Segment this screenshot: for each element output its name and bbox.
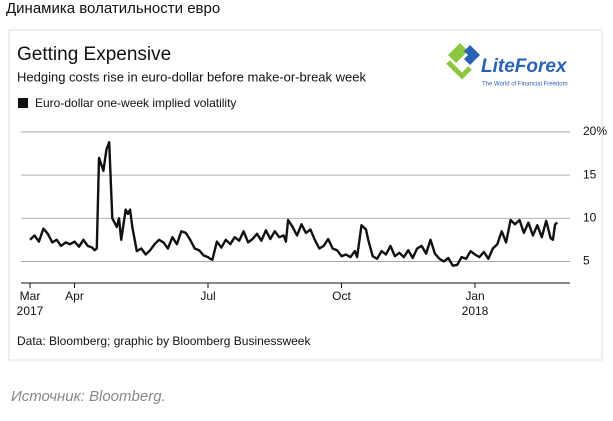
y-tick-label: 5 bbox=[583, 254, 590, 268]
chart-subtitle: Hedging costs rise in euro-dollar before… bbox=[17, 69, 366, 84]
y-tick-label: 15 bbox=[583, 167, 597, 181]
x-tick-label: Apr bbox=[65, 289, 84, 303]
source-note: Data: Bloomberg; graphic by Bloomberg Bu… bbox=[17, 334, 311, 348]
x-year-label: 2018 bbox=[462, 304, 489, 318]
logo-icon bbox=[448, 43, 468, 63]
x-tick-label: Mar bbox=[20, 289, 41, 303]
logo-icon bbox=[464, 45, 480, 65]
y-tick-label: 20% bbox=[583, 124, 607, 138]
chart-title: Getting Expensive bbox=[17, 44, 171, 65]
x-tick-label: Oct bbox=[332, 289, 351, 303]
logo: LiteForex The World of Financial Freedom bbox=[446, 43, 568, 88]
chart-frame bbox=[8, 29, 603, 361]
x-year-label: 2017 bbox=[17, 304, 44, 318]
legend-label: Euro-dollar one-week implied volatility bbox=[35, 96, 236, 110]
x-tick-label: Jan bbox=[465, 289, 484, 303]
x-tick-label: Jul bbox=[200, 289, 215, 303]
logo-tagline: The World of Financial Freedom bbox=[482, 82, 568, 88]
caption: Источник: Bloomberg. bbox=[11, 388, 166, 405]
legend-swatch bbox=[18, 98, 28, 108]
y-tick-label: 10 bbox=[583, 210, 597, 224]
logo-name: LiteForex bbox=[481, 56, 568, 77]
heading: Динамика волатильности евро bbox=[6, 0, 220, 17]
logo-icon bbox=[446, 60, 472, 80]
line-series bbox=[29, 141, 559, 267]
